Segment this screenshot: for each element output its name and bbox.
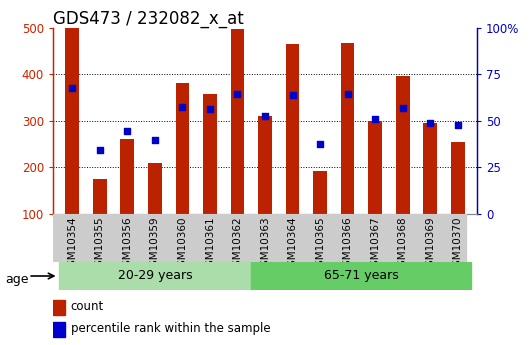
Point: [95, 147, 104, 153]
Bar: [286, 44, 299, 214]
Text: GSM10361: GSM10361: [205, 216, 215, 273]
Bar: [175, 83, 189, 214]
Point: [206, 106, 214, 112]
Bar: [53, 300, 65, 315]
Point: [68, 85, 76, 91]
Bar: [65, 28, 79, 214]
Text: GDS473 / 232082_x_at: GDS473 / 232082_x_at: [53, 10, 244, 28]
Point: [261, 113, 269, 119]
Bar: [258, 116, 272, 214]
Text: count: count: [71, 300, 104, 313]
Text: 20-29 years: 20-29 years: [118, 269, 192, 283]
Bar: [396, 76, 410, 214]
Text: age: age: [5, 273, 29, 286]
Text: GSM10365: GSM10365: [315, 216, 325, 273]
Text: GSM10367: GSM10367: [370, 216, 380, 273]
Bar: [251, 262, 472, 290]
Point: [399, 106, 407, 111]
Point: [371, 117, 379, 122]
Point: [123, 128, 131, 134]
Bar: [313, 170, 327, 214]
Bar: [368, 121, 382, 214]
Bar: [203, 94, 217, 214]
Bar: [148, 162, 162, 214]
Bar: [231, 29, 244, 214]
Text: GSM10363: GSM10363: [260, 216, 270, 273]
Bar: [53, 322, 65, 337]
Text: GSM10364: GSM10364: [288, 216, 297, 273]
Point: [178, 104, 187, 109]
Point: [151, 138, 159, 143]
Text: GSM10356: GSM10356: [122, 216, 132, 273]
Point: [454, 122, 462, 128]
Text: 65-71 years: 65-71 years: [324, 269, 399, 283]
Text: GSM10369: GSM10369: [425, 216, 435, 273]
Bar: [451, 142, 465, 214]
Point: [233, 91, 242, 97]
Bar: [58, 262, 251, 290]
Point: [343, 91, 352, 97]
Text: percentile rank within the sample: percentile rank within the sample: [71, 322, 270, 335]
Text: GSM10359: GSM10359: [150, 216, 160, 273]
Text: GSM10354: GSM10354: [67, 216, 77, 273]
Text: GSM10366: GSM10366: [342, 216, 352, 273]
Point: [288, 92, 297, 98]
Bar: [341, 42, 355, 214]
Text: GSM10362: GSM10362: [233, 216, 242, 273]
Text: GSM10360: GSM10360: [178, 216, 188, 273]
Bar: [120, 139, 134, 214]
Text: GSM10370: GSM10370: [453, 216, 463, 273]
Point: [426, 120, 435, 125]
Text: GSM10355: GSM10355: [95, 216, 105, 273]
Bar: [423, 123, 437, 214]
Point: [316, 141, 324, 147]
Text: GSM10368: GSM10368: [398, 216, 408, 273]
Bar: [93, 179, 107, 214]
